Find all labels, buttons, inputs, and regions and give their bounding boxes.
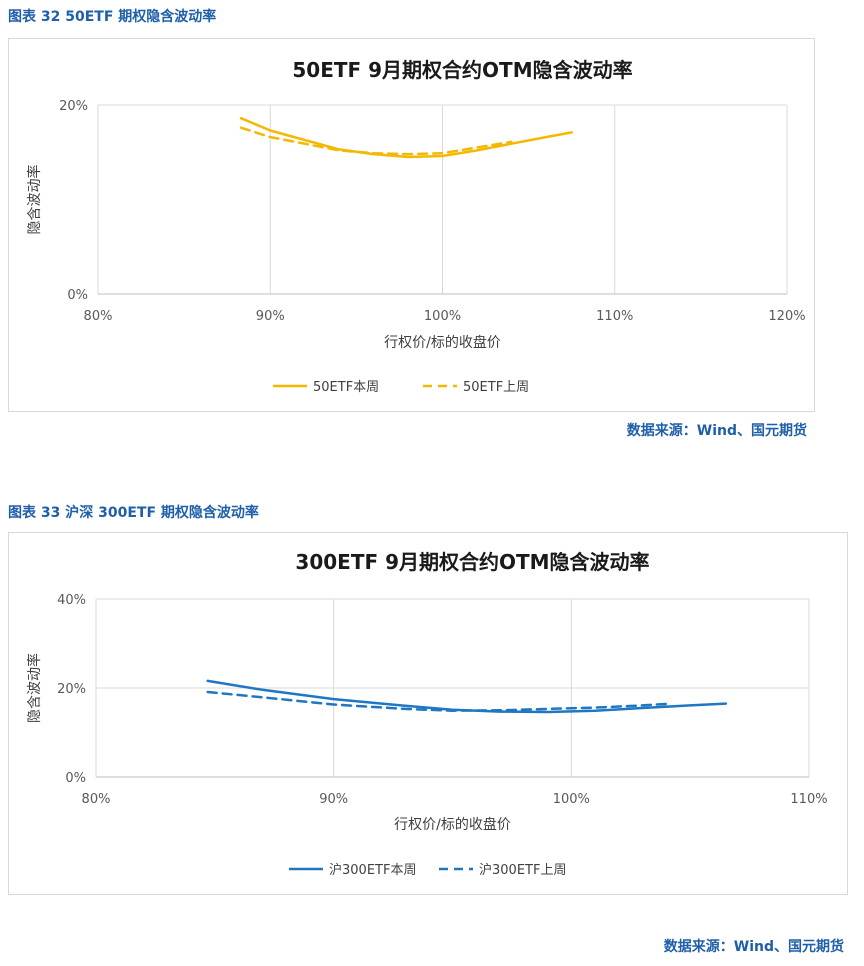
x-tick-label: 90% bbox=[319, 792, 348, 807]
x-tick-label: 110% bbox=[596, 309, 633, 324]
iv-chart-300etf: 300ETF 9月期权合约OTM隐含波动率 80% 90% 100% 110% 0% 20%… bbox=[26, 550, 828, 878]
series-line-1 bbox=[206, 679, 728, 714]
x-tick-label: 110% bbox=[790, 792, 827, 807]
chart-panel-1: 50ETF 9月期权合约OTM隐含波动率 80% 90% 100% 110% 120% 0%… bbox=[8, 38, 815, 412]
data-source-1: 数据来源：Wind、国元期货 bbox=[626, 423, 807, 439]
figure-heading-1: 图表 32 50ETF 期权隐含波动率 bbox=[8, 9, 217, 25]
x-tick-label: 100% bbox=[553, 792, 590, 807]
x-tick-label: 80% bbox=[84, 309, 113, 324]
y-axis-label: 隐含波动率 bbox=[26, 653, 43, 723]
y-axis-label: 隐含波动率 bbox=[26, 165, 43, 235]
legend-label-1: 50ETF本周 bbox=[313, 380, 379, 395]
chart-title: 50ETF 9月期权合约OTM隐含波动率 bbox=[292, 58, 632, 82]
x-axis-label: 行权价/标的收盘价 bbox=[394, 816, 511, 833]
chart-title: 300ETF 9月期权合约OTM隐含波动率 bbox=[295, 550, 649, 574]
x-tick-label: 120% bbox=[768, 309, 805, 324]
series-line-2 bbox=[239, 126, 513, 156]
legend-label-1: 沪300ETF本周 bbox=[329, 862, 416, 878]
chart-panel-2: 300ETF 9月期权合约OTM隐含波动率 80% 90% 100% 110% 0% 20%… bbox=[8, 532, 848, 895]
figure-heading-2: 图表 33 沪深 300ETF 期权隐含波动率 bbox=[8, 505, 259, 521]
legend-label-2: 沪300ETF上周 bbox=[479, 862, 566, 878]
data-source-2: 数据来源：Wind、国元期货 bbox=[663, 939, 844, 955]
x-axis-label: 行权价/标的收盘价 bbox=[384, 334, 501, 351]
y-tick-label: 20% bbox=[57, 682, 86, 697]
x-tick-label: 90% bbox=[256, 309, 285, 324]
iv-chart-50etf: 50ETF 9月期权合约OTM隐含波动率 80% 90% 100% 110% 120% 0%… bbox=[26, 58, 806, 395]
x-tick-label: 80% bbox=[82, 792, 111, 807]
y-tick-label: 0% bbox=[67, 288, 88, 303]
y-tick-label: 0% bbox=[65, 771, 86, 786]
legend-label-2: 50ETF上周 bbox=[463, 380, 529, 395]
series-line-2 bbox=[206, 690, 673, 712]
series-line-1 bbox=[239, 116, 573, 159]
y-tick-label: 40% bbox=[57, 593, 86, 608]
x-tick-label: 100% bbox=[424, 309, 461, 324]
y-tick-label: 20% bbox=[59, 99, 88, 114]
